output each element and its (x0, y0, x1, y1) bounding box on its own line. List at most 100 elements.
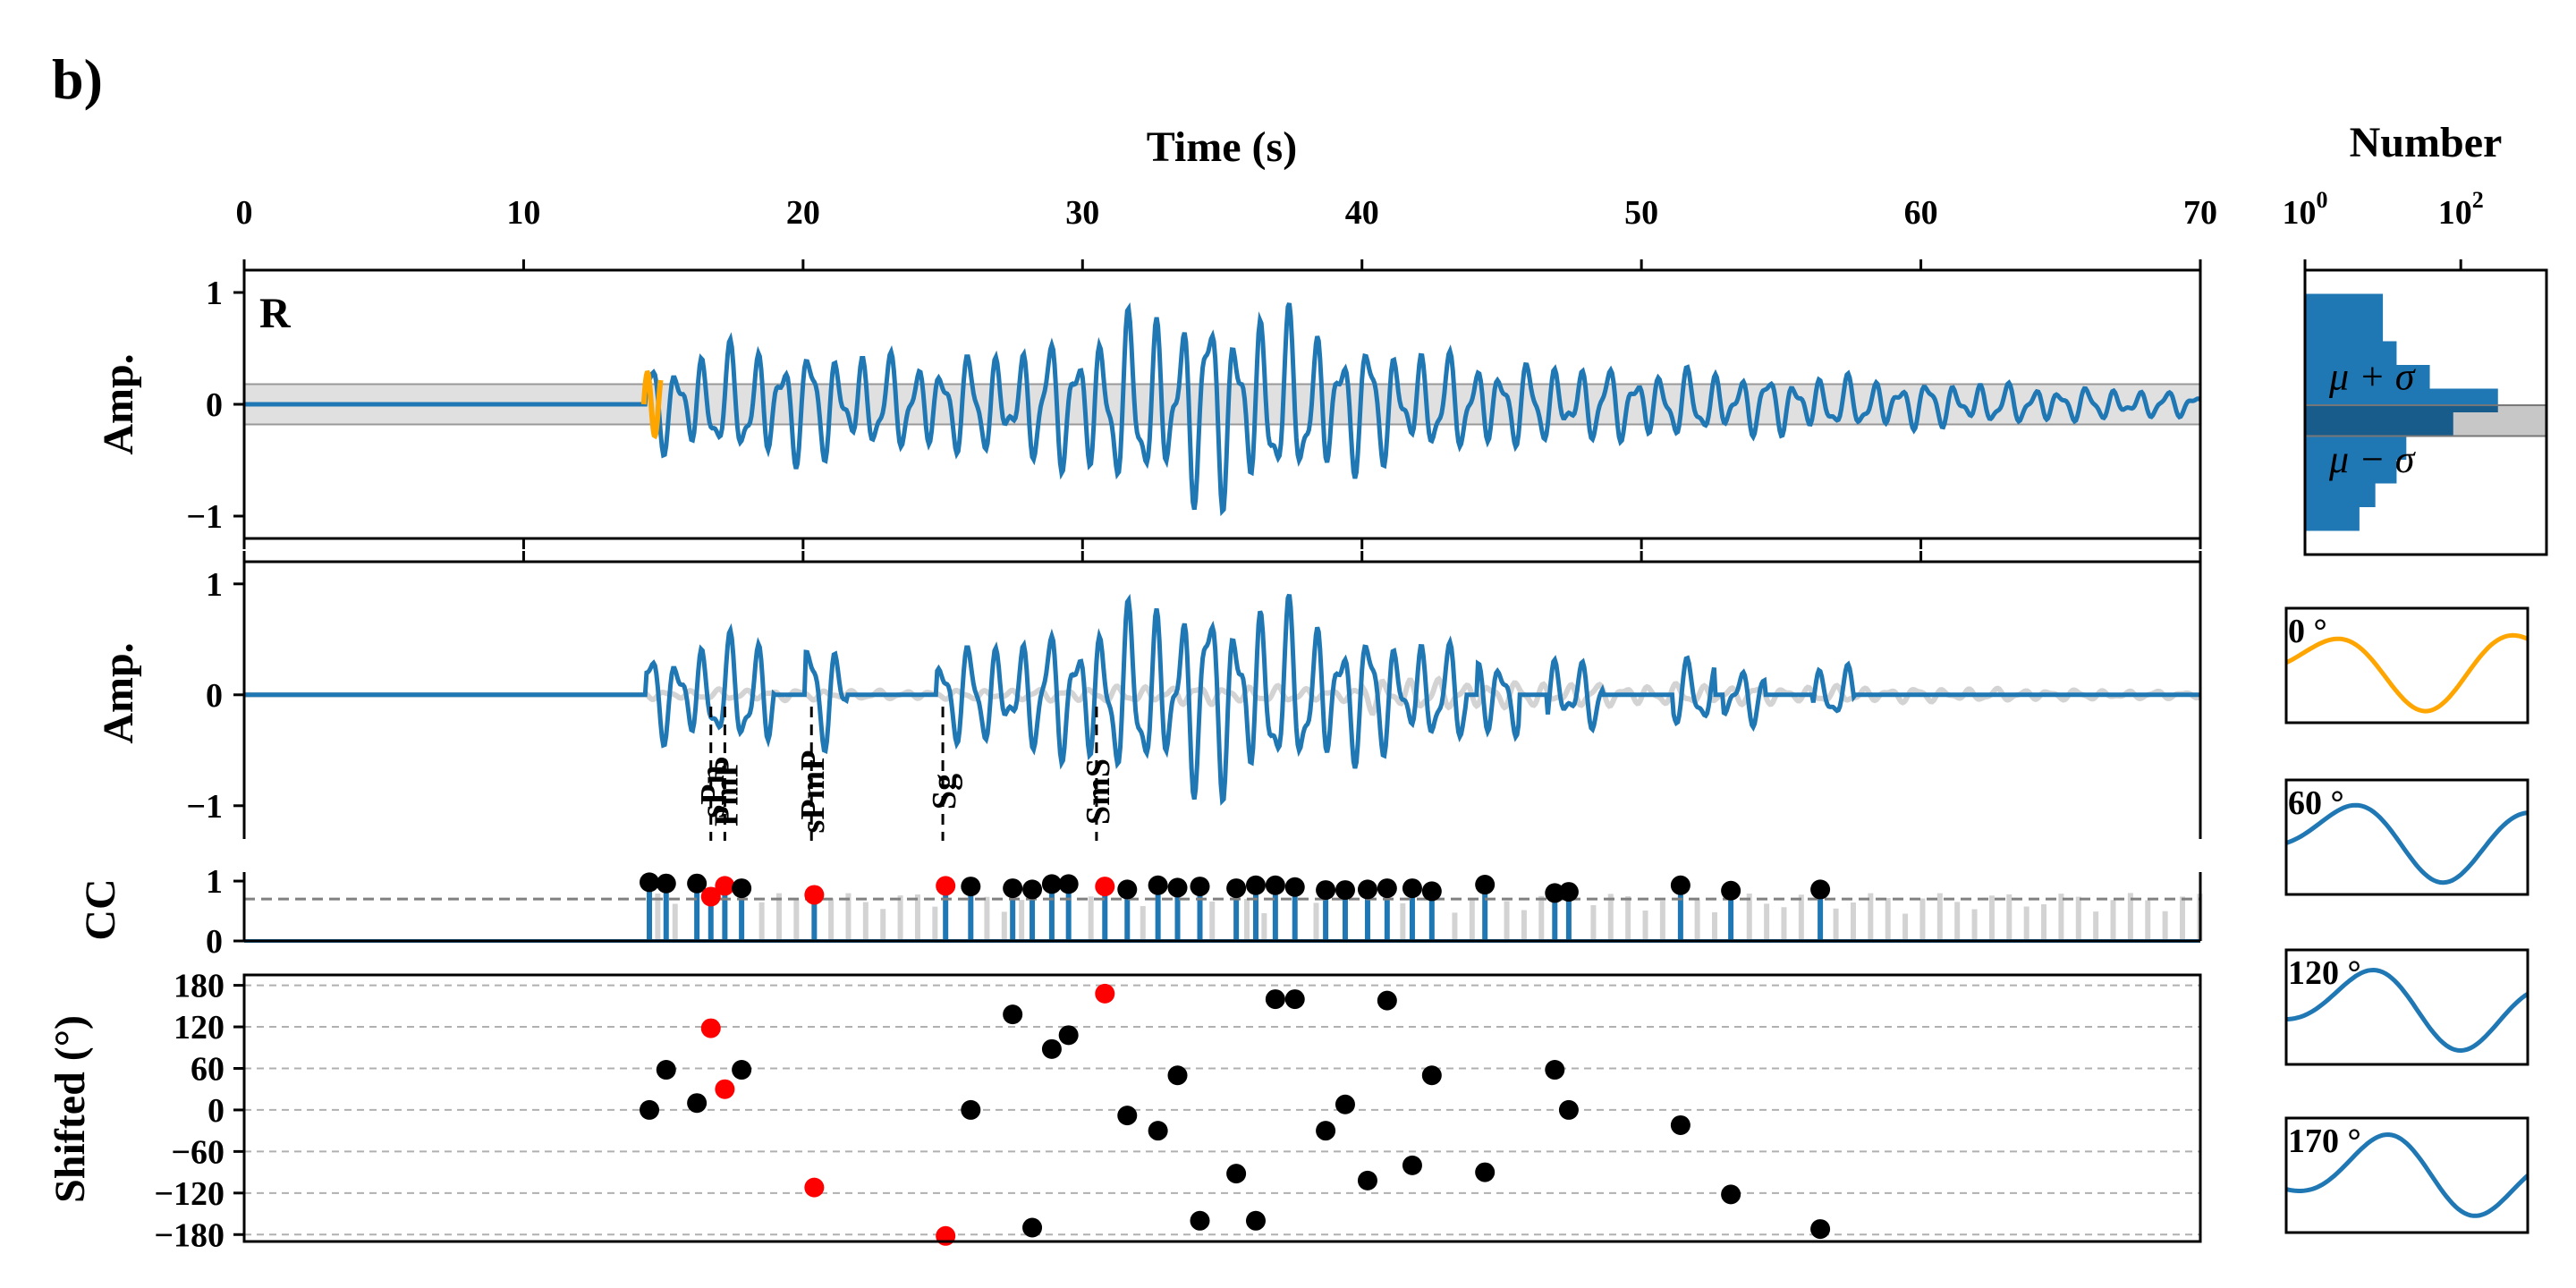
x-tick-label: 20 (786, 194, 820, 232)
phase-shift-point (1265, 989, 1285, 1010)
x-tick-label: 30 (1065, 194, 1099, 232)
y-tick-label: −180 (154, 1216, 225, 1254)
phase-shift-point (1148, 1121, 1168, 1141)
y-tick-label: 0 (208, 1092, 225, 1130)
phase-shift-point (1003, 1004, 1023, 1025)
cc-point (1226, 878, 1247, 899)
histogram-bin (2305, 436, 2407, 460)
y-tick-label: 120 (174, 1009, 225, 1046)
onset-window-line (640, 369, 664, 440)
cc-point (1335, 880, 1355, 901)
phase-shift-point (936, 1225, 956, 1246)
selected-waveform-line (244, 593, 2200, 806)
phase-shift-point (1226, 1164, 1247, 1184)
phase-shift-point (715, 1079, 735, 1099)
phase-shift-y-label: Shifted (°) (47, 1015, 94, 1203)
panel-letter: b) (52, 47, 103, 111)
waveform-r-y-label: Amp. (95, 353, 142, 454)
phase-shift-point (1421, 1065, 1442, 1086)
cc-point (1316, 880, 1336, 901)
histogram-bin (2305, 460, 2397, 484)
phase-shift-point (1558, 1099, 1579, 1120)
inset-frame (2284, 1116, 2529, 1234)
phase-shift-point (1357, 1170, 1377, 1191)
x-axis-label: Time (s) (1147, 123, 1297, 171)
inset-waveform (2284, 632, 2529, 714)
phase-shift-point (1810, 1219, 1831, 1240)
sigma-annotation: μ + σ (2328, 354, 2417, 398)
y-tick-label: 0 (206, 923, 223, 961)
cc-point (1402, 878, 1422, 899)
cc-point (1810, 879, 1831, 900)
cc-point (1190, 877, 1210, 897)
phase-shift-point (961, 1099, 981, 1120)
histogram-bin (2305, 412, 2453, 436)
histogram-bin (2305, 341, 2397, 365)
cc-point (1148, 875, 1168, 895)
cc-point (715, 876, 735, 896)
y-tick-label: 0 (206, 677, 223, 715)
phase-shift-point (687, 1093, 708, 1114)
phase-shift-point (1041, 1038, 1062, 1059)
phase-shift-point (1058, 1025, 1079, 1046)
sigma-band (2304, 404, 2547, 437)
cc-point (1721, 880, 1741, 901)
cc-point (1377, 878, 1397, 899)
phase-shift-point (1335, 1094, 1355, 1114)
cc-point (1284, 877, 1305, 897)
y-tick-label: 1 (206, 275, 223, 312)
phase-shift-point (1721, 1184, 1741, 1205)
cc-point (1265, 875, 1285, 895)
cc-point (1095, 877, 1115, 897)
phase-shift-point (1475, 1162, 1496, 1182)
x-tick-label: 0 (236, 194, 253, 232)
y-tick-label: 180 (174, 968, 225, 1005)
phase-shift-panel: 180 120 60 0−60 −120−180 Shifted (°) (47, 968, 2202, 1254)
phase-shift-point (1095, 983, 1115, 1004)
cc-point (1245, 875, 1266, 895)
phase-label: SmS (1080, 758, 1117, 825)
cc-point (804, 885, 825, 905)
y-tick-label: 1 (206, 863, 223, 901)
histogram-bin (2305, 483, 2376, 507)
x-tick-label: 100 (2283, 187, 2328, 232)
cc-point (961, 877, 981, 897)
y-tick-label: −60 (171, 1133, 225, 1171)
x-tick-exponent: 2 (2472, 187, 2484, 213)
component-label: R (259, 290, 292, 337)
cc-point (1558, 882, 1579, 902)
histogram-bin (2305, 293, 2384, 318)
phase-shift-point (1245, 1210, 1266, 1231)
phase-shift-point (804, 1177, 825, 1198)
histogram-frame (2303, 268, 2548, 556)
phase-shift-point (700, 1018, 721, 1038)
cc-point (640, 872, 660, 893)
y-tick-label: 60 (191, 1050, 225, 1088)
x-tick-label: 70 (2183, 194, 2217, 232)
y-tick-label: 0 (206, 386, 223, 424)
waveform-filtered-y-label: Amp. (95, 642, 142, 743)
inset-waveform (2285, 802, 2529, 886)
sigma-annotation: μ − σ (2328, 437, 2417, 481)
phase-shift-point (1022, 1217, 1043, 1238)
y-tick-label: −1 (186, 788, 223, 826)
phase-label: PmP (708, 757, 745, 826)
y-tick-label: −1 (186, 498, 223, 536)
cc-point (1041, 874, 1062, 894)
inset-angle-label: 120 ° (2288, 954, 2361, 992)
cc-point (1475, 875, 1496, 895)
cc-point (1167, 877, 1188, 898)
cc-point (732, 878, 752, 899)
phase-shift-point (1377, 990, 1397, 1011)
phase-shift-point (656, 1060, 676, 1080)
inset-angle-label: 170 ° (2288, 1123, 2361, 1160)
phase-shift-frame (242, 973, 2202, 1243)
y-tick-label: 1 (206, 566, 223, 604)
inset-angle-label: 0 ° (2288, 613, 2327, 650)
x-tick-label: 10 (506, 194, 540, 232)
phase-shift-point (1545, 1060, 1565, 1080)
cc-point (687, 873, 708, 894)
cc-point (1022, 879, 1043, 900)
y-tick-label: −120 (154, 1175, 225, 1213)
